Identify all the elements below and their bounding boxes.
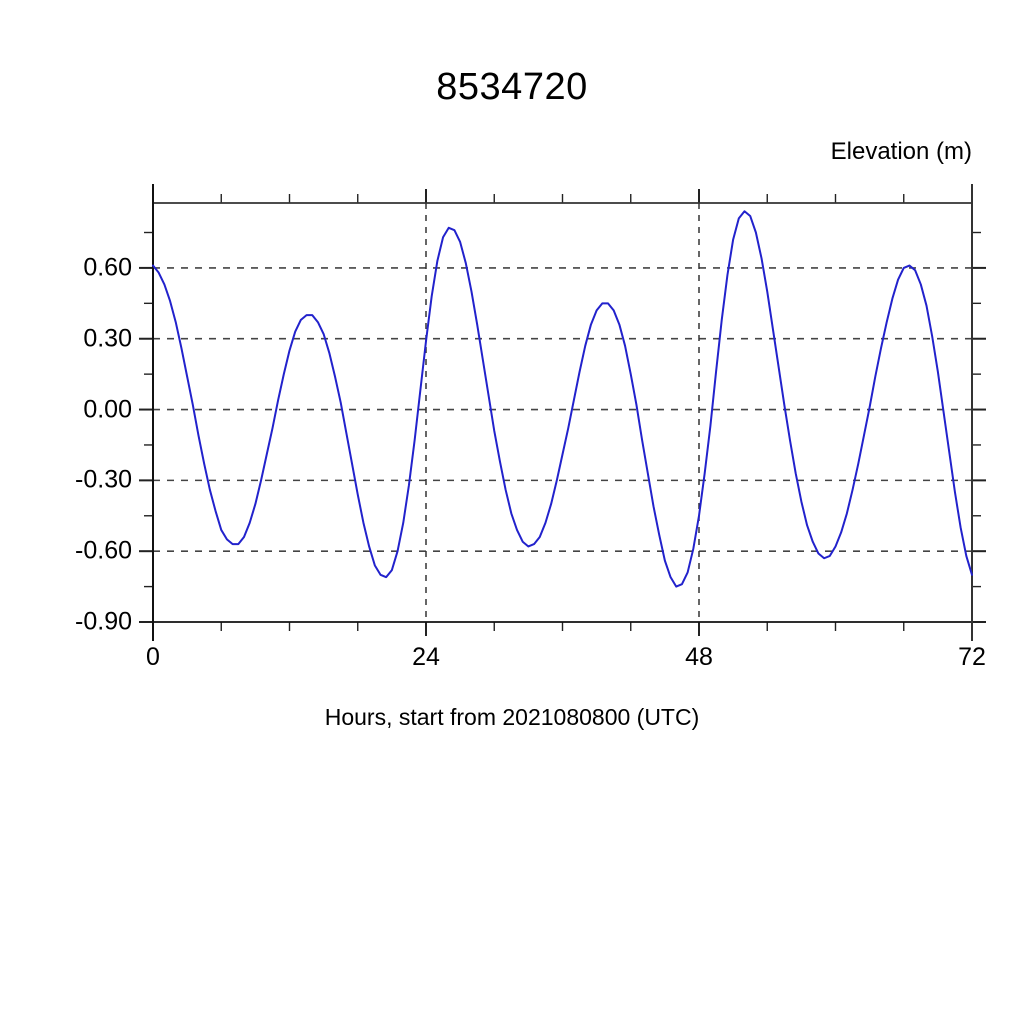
axis-ticks xyxy=(139,189,986,636)
x-tick-label: 24 xyxy=(412,643,440,671)
y-tick-label: 0.00 xyxy=(83,395,132,424)
y-axis-label: Elevation (m) xyxy=(830,138,972,165)
x-tick-label: 0 xyxy=(146,643,160,671)
y-tick-label: -0.90 xyxy=(75,607,132,636)
axis-frame xyxy=(152,184,973,641)
x-tick-label: 72 xyxy=(958,643,986,671)
y-tick-label: 0.30 xyxy=(83,324,132,353)
y-tick-label: 0.60 xyxy=(83,253,132,282)
gridlines xyxy=(153,203,972,622)
page-title: 8534720 xyxy=(436,66,588,108)
data-series xyxy=(152,210,973,588)
y-tick-label: -0.60 xyxy=(75,536,132,565)
y-tick-label: -0.30 xyxy=(75,465,132,494)
x-tick-label: 48 xyxy=(685,643,713,671)
x-axis-label: Hours, start from 2021080800 (UTC) xyxy=(324,704,700,730)
